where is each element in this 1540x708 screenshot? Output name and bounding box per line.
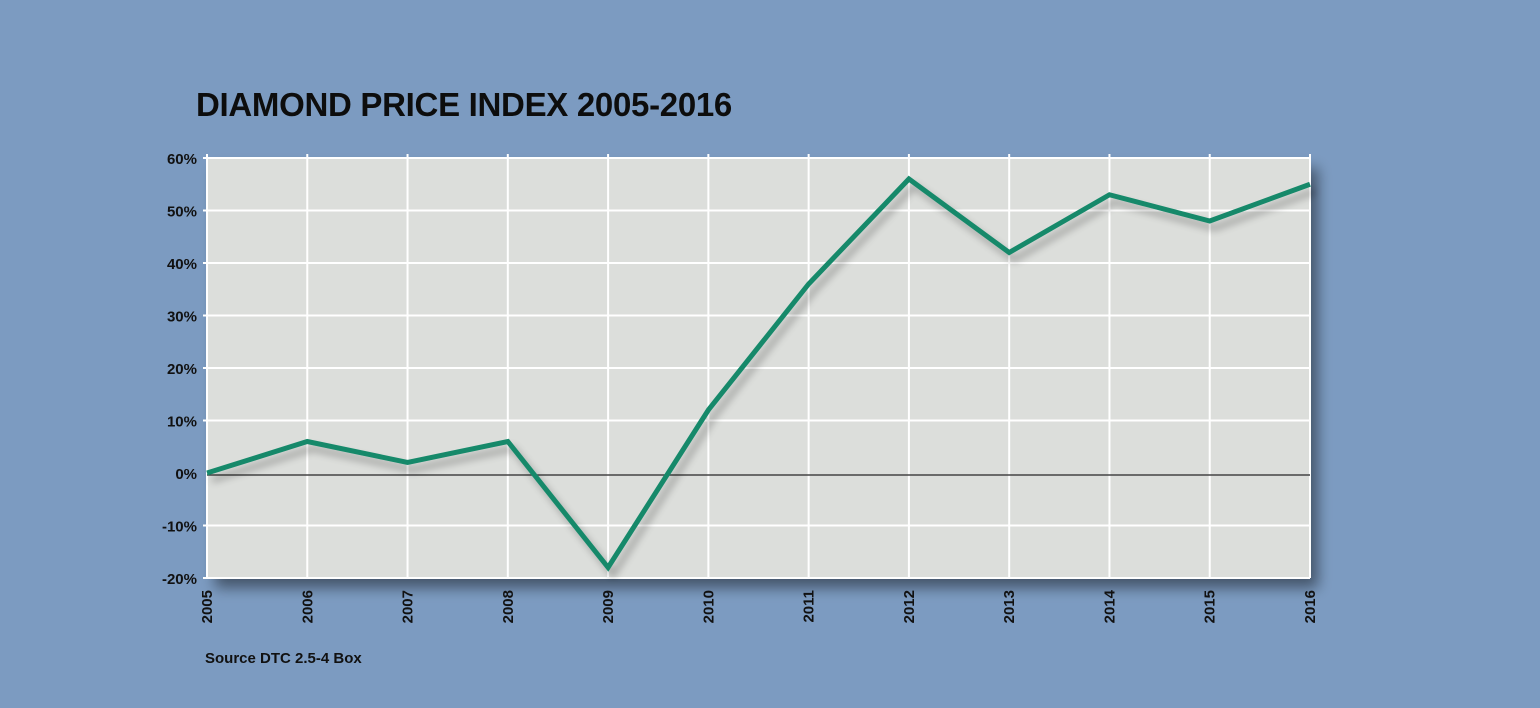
x-tick-label: 2010: [700, 590, 717, 623]
x-tick-label: 2016: [1302, 590, 1319, 623]
x-axis-ticks: 2005 2006 2007 2008 2009 2010 2011 2012 2013 2014…: [199, 589, 1319, 623]
y-tick-label: 50%: [167, 204, 197, 221]
x-tick-label: 2014: [1101, 589, 1118, 623]
y-tick-label: -20%: [162, 571, 197, 588]
x-tick-label: 2006: [299, 590, 316, 623]
x-tick-label: 2011: [801, 590, 818, 623]
y-tick-label: 0%: [175, 466, 197, 483]
chart-title: DIAMOND PRICE INDEX 2005-2016: [196, 86, 732, 123]
y-tick-label: 10%: [167, 414, 197, 431]
series-line: [206, 175, 1311, 572]
x-tick-label: 2012: [901, 590, 918, 623]
y-axis-ticks: 60% 50% 40% 30% 20% 10% 0% -10% -20%: [162, 151, 197, 588]
y-tick-label: 20%: [167, 361, 197, 378]
y-tick-label: 30%: [167, 309, 197, 326]
x-tick-label: 2007: [400, 590, 417, 623]
x-tick-label: 2005: [199, 590, 216, 623]
x-tick-label: 2008: [500, 590, 517, 623]
x-tick-label: 2013: [1001, 590, 1018, 623]
grid-lines: [203, 154, 1311, 579]
x-tick-label: 2009: [600, 590, 617, 623]
source-note: Source DTC 2.5-4 Box: [205, 650, 362, 667]
y-tick-label: 60%: [167, 151, 197, 168]
y-tick-label: 40%: [167, 256, 197, 273]
x-tick-label: 2015: [1202, 590, 1219, 623]
y-tick-label: -10%: [162, 519, 197, 536]
